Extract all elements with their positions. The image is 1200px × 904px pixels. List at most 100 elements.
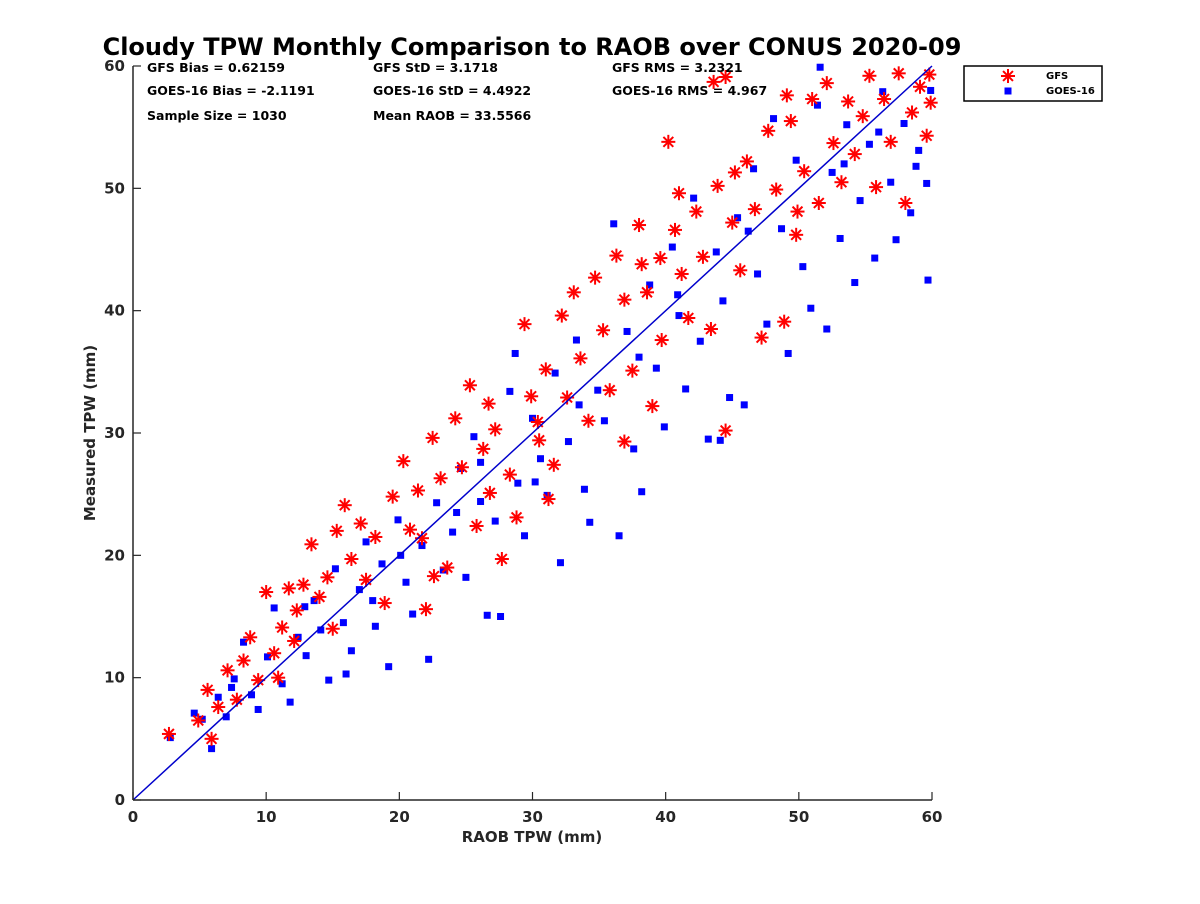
goes16-point (696, 337, 704, 345)
goes16-point (623, 327, 631, 335)
sample-size-text: Sample Size = 1030 (147, 108, 287, 123)
axes-frame: 0 10 20 30 40 50 60 0 10 20 30 40 50 60 (104, 57, 942, 826)
goes16-point (638, 488, 646, 496)
gfs-point (862, 68, 877, 83)
gfs-point (855, 109, 870, 124)
gfs-point (524, 389, 539, 404)
gfs-point (841, 94, 856, 109)
stats-annotations: GFS Bias = 0.62159 GFS StD = 3.1718 GFS … (147, 60, 767, 123)
goes16-point (856, 197, 864, 205)
gfs-point (617, 434, 632, 449)
gfs-point (538, 362, 553, 377)
gfs-point (517, 317, 532, 332)
gfs-point (573, 351, 588, 366)
goes16-point (734, 214, 742, 222)
goes16-point (470, 433, 478, 441)
gfs-point (632, 218, 647, 233)
gfs-point (396, 454, 411, 469)
gfs-point (462, 378, 477, 393)
goes16-point (302, 652, 310, 660)
goes16-point (652, 364, 660, 372)
legend: GFS GOES-16 (963, 65, 1103, 102)
goes16-point (630, 445, 638, 453)
gfs-point (191, 713, 206, 728)
mean-raob-text: Mean RAOB = 33.5566 (373, 108, 531, 123)
goes16-point (433, 499, 441, 507)
gfs-point (337, 498, 352, 513)
goes16-point (278, 680, 286, 688)
gfs-point (877, 92, 892, 107)
legend-gfs-asterisk (1001, 69, 1015, 83)
gfs-point (769, 182, 784, 197)
x-tick-label: 20 (389, 808, 410, 826)
goes16-point (726, 394, 734, 402)
goes16-point (600, 417, 608, 425)
gfs-point (674, 266, 689, 281)
gfs-point (922, 67, 937, 82)
gfs-point (267, 646, 282, 661)
goes16-point (900, 119, 908, 127)
gfs-point (689, 204, 704, 219)
y-tick-label: 60 (104, 57, 125, 75)
gfs-point (653, 251, 668, 266)
gfs-point (661, 134, 676, 149)
goes16-point (778, 225, 786, 233)
goes16-point (310, 597, 318, 605)
goes16-point (551, 369, 559, 377)
gfs-point (509, 510, 524, 525)
gfs-bias-text: GFS Bias = 0.62159 (147, 60, 285, 75)
gfs-point (275, 620, 290, 635)
gfs-point (502, 467, 517, 482)
goes16-point (222, 713, 230, 721)
goes16-point (682, 385, 690, 393)
goes16-point (816, 63, 824, 71)
y-tick-label: 40 (104, 302, 125, 320)
gfs-point (805, 92, 820, 107)
gfs-point (554, 308, 569, 323)
goes-bias-text: GOES-16 Bias = -2.1191 (147, 83, 315, 98)
gfs-point (834, 175, 849, 190)
gfs-point (402, 522, 417, 537)
gfs-point (287, 633, 302, 648)
goes16-point (263, 653, 271, 661)
goes16-point (531, 478, 539, 486)
goes16-point (397, 551, 405, 559)
gfs-point (783, 114, 798, 129)
gfs-point (706, 74, 721, 89)
goes16-point (813, 101, 821, 109)
y-tick-label: 10 (104, 669, 125, 687)
goes16-point (907, 209, 915, 217)
goes16-point (521, 532, 529, 540)
gfs-point (779, 88, 794, 103)
gfs-point (454, 460, 469, 475)
goes16-point (770, 115, 778, 123)
gfs-point (482, 485, 497, 500)
goes16-point (506, 387, 514, 395)
y-tick-label: 0 (115, 791, 125, 809)
gfs-point (617, 292, 632, 307)
y-tick-label: 30 (104, 424, 125, 442)
gfs-point (425, 430, 440, 445)
gfs-point (718, 70, 733, 85)
goes16-point (610, 220, 618, 228)
gfs-point (546, 457, 561, 472)
gfs-point (588, 270, 603, 285)
goes16-point (924, 276, 932, 284)
gfs-point (671, 186, 686, 201)
goes16-point (792, 156, 800, 164)
goes16-point (462, 573, 470, 581)
goes16-point (744, 227, 752, 235)
gfs-point (790, 204, 805, 219)
goes16-point (586, 518, 594, 526)
gfs-point (469, 518, 484, 533)
gfs-point (296, 577, 311, 592)
gfs-point (220, 663, 235, 678)
gfs-point (777, 314, 792, 329)
goes16-point (836, 234, 844, 242)
gfs-point (494, 552, 509, 567)
goes16-point (394, 516, 402, 524)
goes16-point (675, 312, 683, 320)
gfs-point (695, 249, 710, 264)
gfs-point (710, 178, 725, 193)
goes16-point (594, 386, 602, 394)
